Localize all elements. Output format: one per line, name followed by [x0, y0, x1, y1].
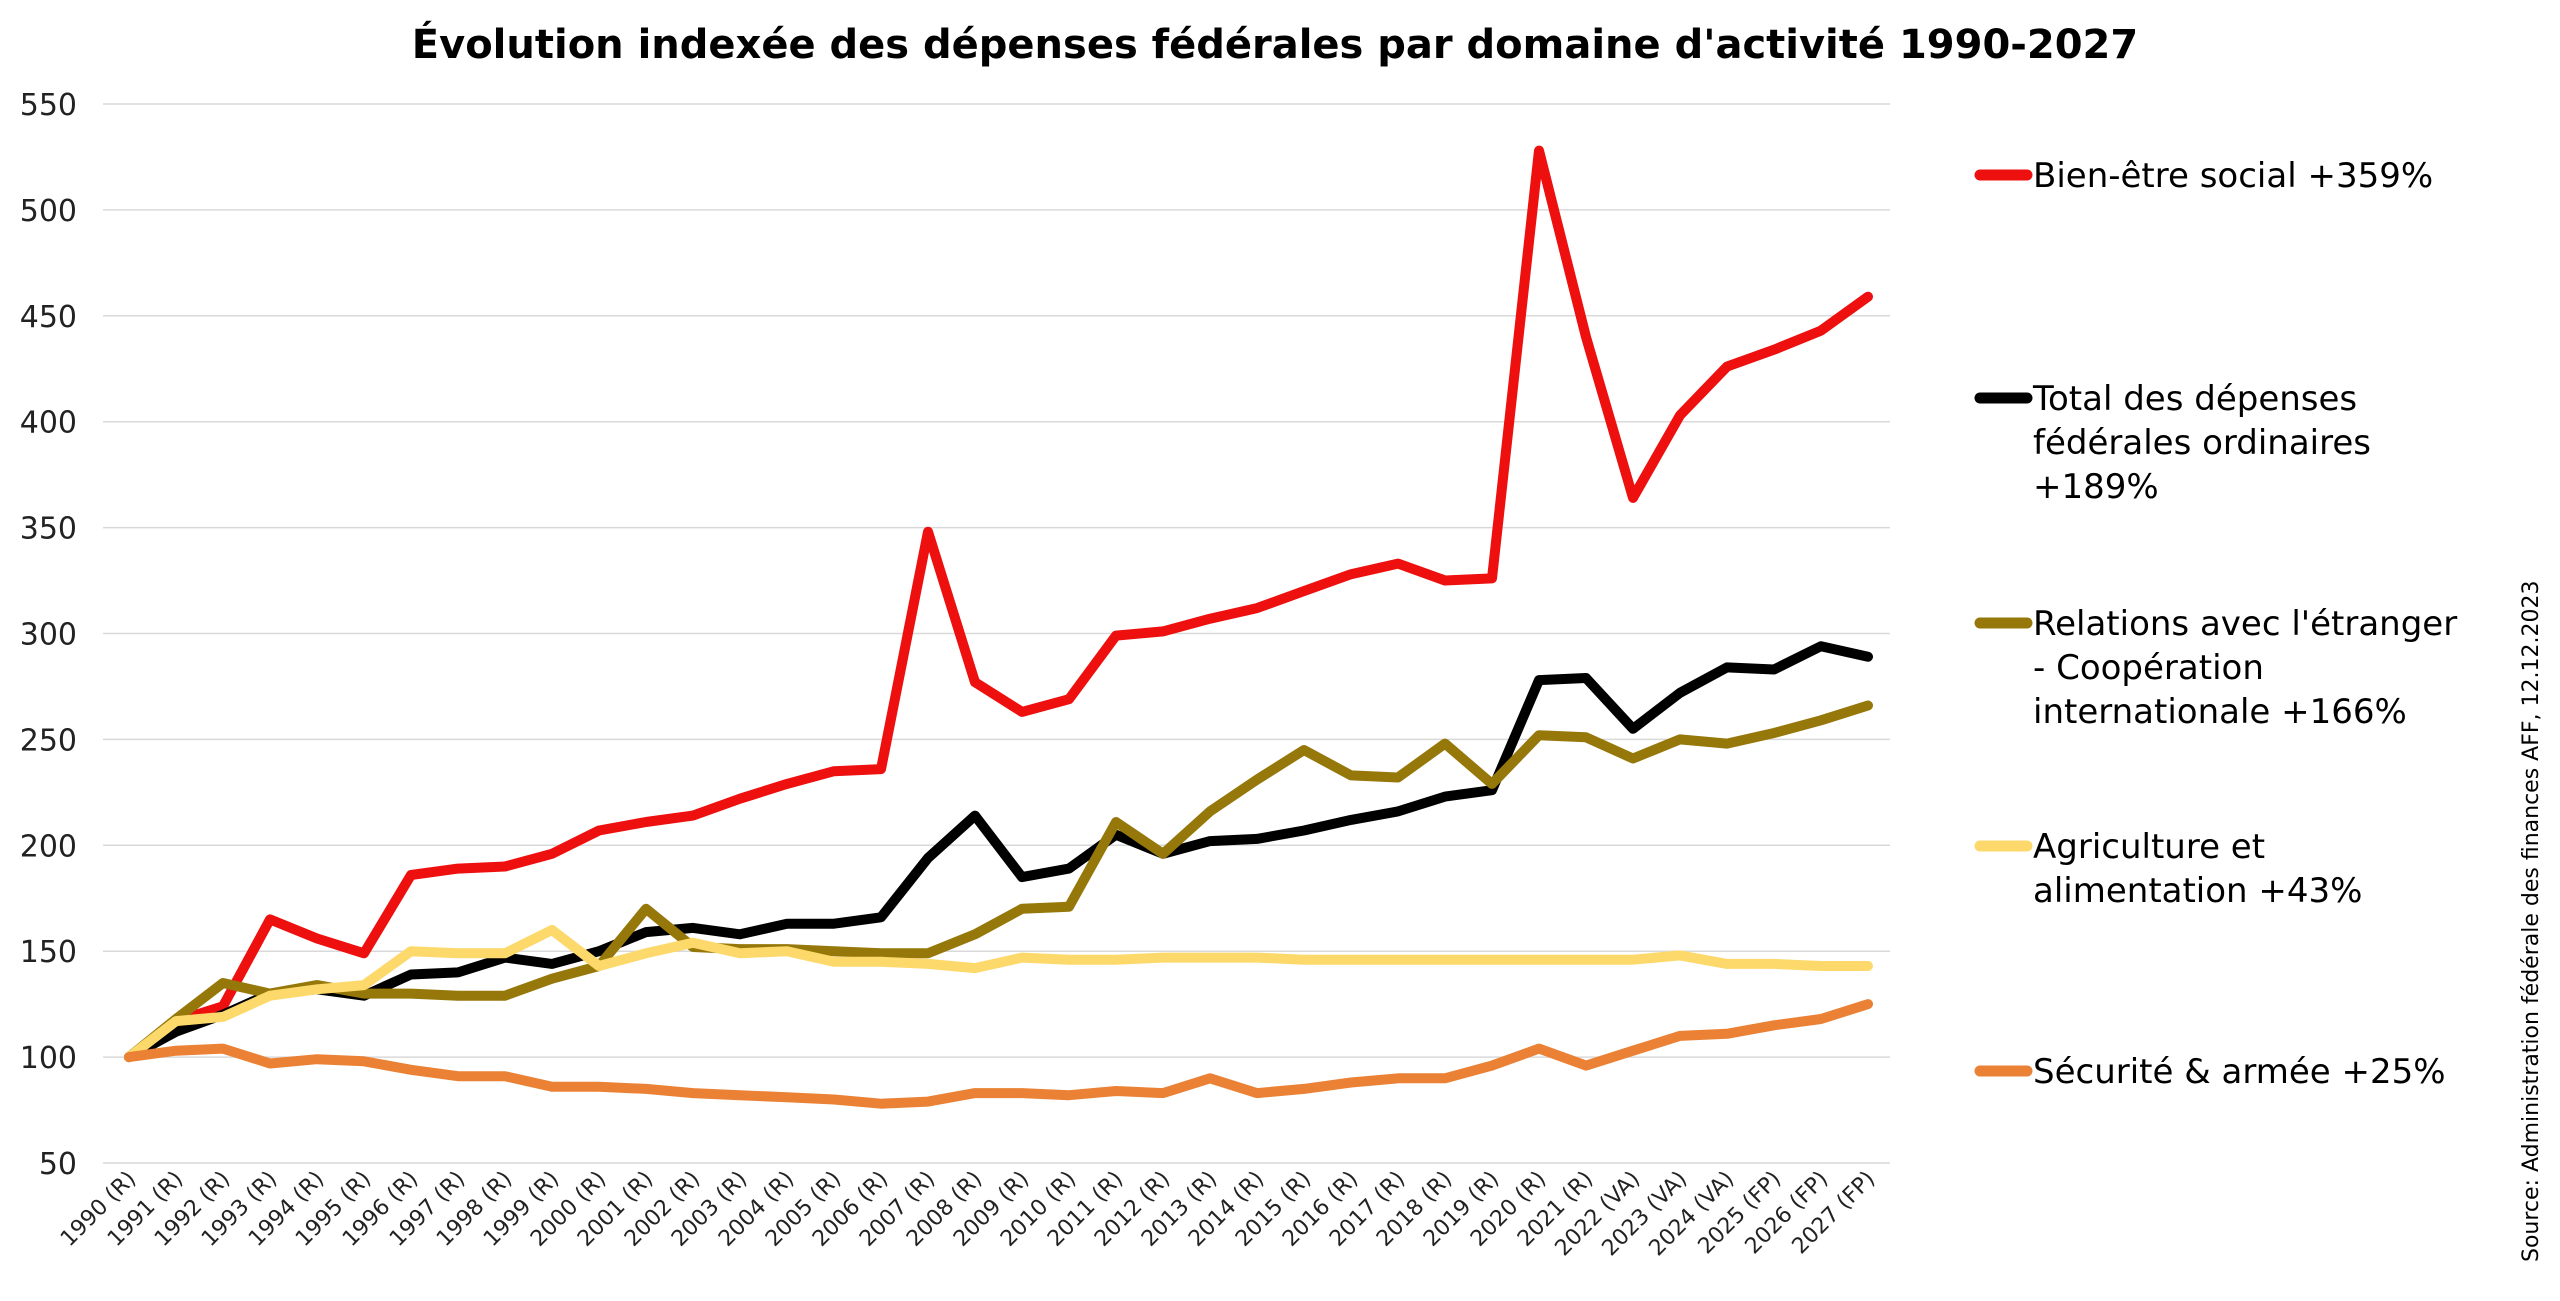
- legend-label-3: - Coopération: [2033, 648, 2264, 688]
- chart-title: Évolution indexée des dépenses fédérales…: [412, 20, 2138, 68]
- y-tick-label: 400: [20, 406, 77, 441]
- series-lines: [124, 145, 1873, 1109]
- y-tick-label: 450: [20, 300, 77, 335]
- x-axis-ticks: 1990 (R)1991 (R)1992 (R)1993 (R)1994 (R)…: [56, 1167, 1880, 1262]
- y-tick-label: 250: [20, 723, 77, 758]
- y-tick-label: 100: [20, 1041, 77, 1076]
- y-tick-label: 500: [20, 194, 77, 229]
- gridlines: [103, 103, 1890, 1164]
- legend-label-2: +189%: [2033, 467, 2159, 507]
- series-line-4: [124, 925, 1873, 1063]
- legend-label-2: Total des dépenses: [2032, 379, 2357, 419]
- source-note: Source: Administration fédérale des fina…: [2519, 581, 2544, 1262]
- legend-label-4: Agriculture et: [2033, 827, 2265, 867]
- series-line-3: [124, 700, 1873, 1063]
- legend-label-1: Bien-être social +359%: [2033, 156, 2433, 196]
- legend-label-2: fédérales ordinaires: [2033, 423, 2371, 463]
- series-line-5: [124, 999, 1873, 1109]
- legend-label-3: internationale +166%: [2033, 692, 2407, 732]
- legend-label-3: Relations avec l'étranger: [2033, 604, 2457, 644]
- y-tick-label: 50: [39, 1147, 77, 1182]
- legend: Bien-être social +359% Total des dépenses…: [1974, 156, 2457, 1092]
- y-tick-label: 150: [20, 935, 77, 970]
- legend-label-4: alimentation +43%: [2033, 871, 2362, 911]
- y-axis-ticks: 50 100 150 200 250 300 350 400 450 500 550: [20, 88, 77, 1182]
- y-tick-label: 350: [20, 512, 77, 547]
- series-line-2: [124, 641, 1873, 1063]
- y-tick-label: 200: [20, 829, 77, 864]
- y-tick-label: 550: [20, 88, 77, 123]
- legend-label-5: Sécurité & armée +25%: [2033, 1052, 2446, 1092]
- series-line-1: [124, 145, 1873, 1063]
- y-tick-label: 300: [20, 618, 77, 653]
